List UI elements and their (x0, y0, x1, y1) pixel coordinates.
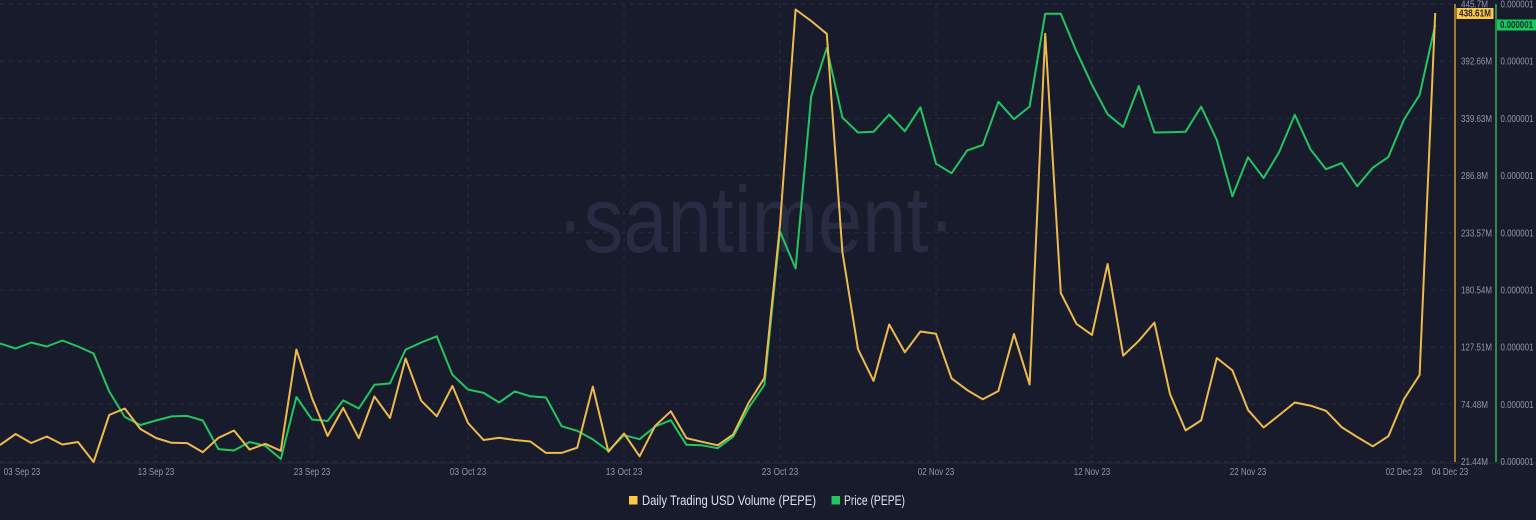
svg-text:127.51M: 127.51M (1461, 343, 1492, 354)
svg-text:445.7M: 445.7M (1461, 0, 1488, 11)
svg-text:0.000001: 0.000001 (1501, 171, 1534, 182)
svg-text:0.000001: 0.000001 (1500, 20, 1533, 31)
svg-text:392.66M: 392.66M (1461, 57, 1492, 68)
svg-text:Daily Trading USD Volume (PEPE: Daily Trading USD Volume (PEPE) (642, 493, 816, 508)
svg-text:12 Nov 23: 12 Nov 23 (1074, 466, 1111, 478)
svg-text:233.57M: 233.57M (1461, 228, 1492, 239)
svg-text:21.44M: 21.44M (1461, 457, 1488, 468)
svg-text:·santiment·: ·santiment· (557, 167, 955, 272)
svg-text:180.54M: 180.54M (1461, 285, 1492, 296)
svg-text:13 Oct 23: 13 Oct 23 (606, 466, 643, 478)
svg-text:02 Nov 23: 02 Nov 23 (918, 466, 955, 478)
svg-text:23 Oct 23: 23 Oct 23 (762, 466, 799, 478)
svg-text:0.000001: 0.000001 (1501, 285, 1534, 296)
svg-text:0.000001: 0.000001 (1501, 114, 1534, 125)
svg-text:03 Sep 23: 03 Sep 23 (4, 466, 41, 478)
svg-text:22 Nov 23: 22 Nov 23 (1230, 466, 1267, 478)
svg-text:0.000001: 0.000001 (1501, 400, 1534, 411)
svg-text:0.000001: 0.000001 (1501, 228, 1534, 239)
svg-text:0.000001: 0.000001 (1501, 343, 1534, 354)
svg-text:74.48M: 74.48M (1461, 400, 1488, 411)
svg-text:0.000001: 0.000001 (1501, 0, 1534, 11)
svg-text:13 Sep 23: 13 Sep 23 (138, 466, 175, 478)
svg-text:286.8M: 286.8M (1461, 171, 1488, 182)
svg-text:0.000001: 0.000001 (1501, 57, 1534, 68)
svg-text:23 Sep 23: 23 Sep 23 (294, 466, 331, 478)
svg-text:03 Oct 23: 03 Oct 23 (450, 466, 487, 478)
svg-text:04 Dec 23: 04 Dec 23 (1432, 466, 1469, 478)
svg-text:339.63M: 339.63M (1461, 114, 1492, 125)
svg-text:438.61M: 438.61M (1459, 9, 1491, 20)
svg-text:Price (PEPE): Price (PEPE) (844, 493, 905, 508)
svg-text:02 Dec 23: 02 Dec 23 (1386, 466, 1423, 478)
svg-text:0.000001: 0.000001 (1501, 457, 1534, 468)
